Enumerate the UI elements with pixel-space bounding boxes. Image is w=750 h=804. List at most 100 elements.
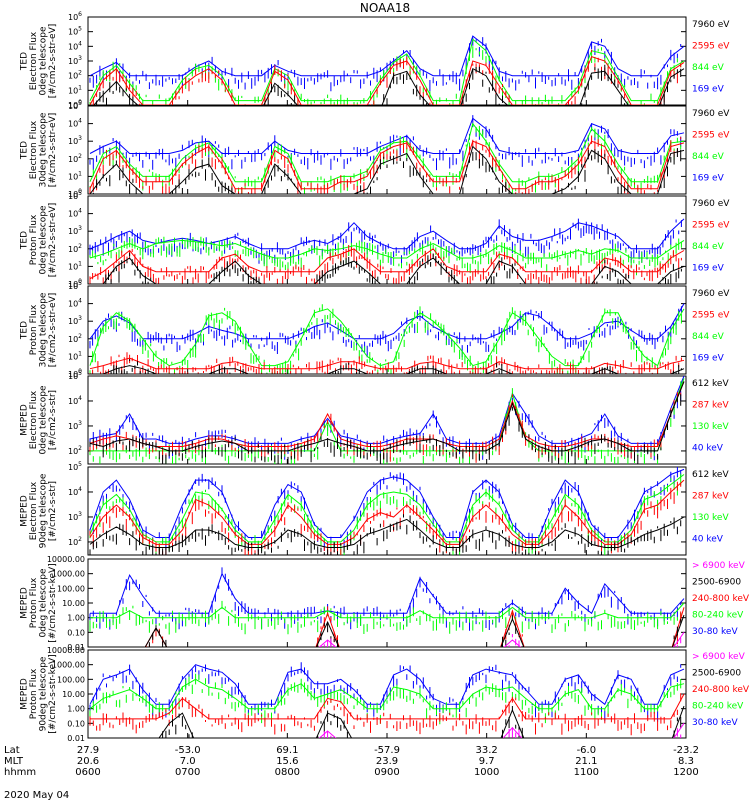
y-tick-label: 102 — [68, 70, 82, 81]
x-row-value: 0800 — [275, 767, 300, 778]
y-tick-label: 102 — [68, 445, 82, 456]
y-tick-label: 103 — [68, 315, 82, 326]
y-tick-exponent: 5 — [78, 370, 82, 377]
legend-entry: 40 keV — [692, 444, 724, 454]
y-tick-label: 105 — [68, 461, 82, 472]
y-tick-label: 103 — [68, 420, 82, 431]
x-row-value: 1200 — [673, 767, 698, 778]
y-tick-label: 103 — [68, 225, 82, 236]
series-texture — [96, 64, 682, 105]
legend-entry: 612 keV — [692, 470, 729, 480]
legend-entry: 844 eV — [692, 242, 725, 252]
y-tick-exponent: 4 — [78, 40, 82, 47]
legend-entry: 40 keV — [692, 535, 724, 545]
y-axis-label-line: MEPED — [20, 678, 30, 710]
series-line — [89, 308, 685, 367]
y-tick-label: 100.00 — [57, 584, 85, 593]
y-axis-label-line: MEPED — [20, 404, 30, 436]
y-axis-label-line: 0deg telescope — [39, 26, 49, 96]
y-tick-exponent: 2 — [78, 153, 82, 160]
legend-entry: 80-240 keV — [692, 611, 744, 621]
y-tick-label: 101 — [68, 350, 82, 361]
legend-entry: 130 keV — [692, 422, 729, 432]
legend-entry: > 6900 keV — [692, 561, 746, 571]
panel-8: 0.010.101.0010.00100.001000.0010000.00ME… — [20, 646, 750, 743]
y-axis-label: MEPEDElectron Flux90deg telescope[#/cm2-… — [20, 473, 59, 548]
y-axis-label-line: 90deg telescope — [39, 656, 49, 731]
y-axis-label-line: Electron Flux — [29, 390, 39, 449]
y-axis-label-line: TED — [20, 321, 30, 340]
y-tick-exponent: 3 — [78, 135, 82, 142]
y-tick-exponent: 4 — [78, 298, 82, 305]
y-tick-exponent: 3 — [78, 225, 82, 232]
y-tick-exponent: 2 — [78, 70, 82, 77]
y-axis-label: TEDProton Flux0deg telescope[#/cm2-s-str… — [20, 203, 59, 278]
y-tick-exponent: 2 — [78, 243, 82, 250]
legend-entry: 2595 eV — [692, 42, 730, 52]
x-row-value: -53.0 — [175, 745, 201, 756]
y-tick-label: 104 — [68, 486, 82, 497]
y-axis-label: TEDProton Flux30deg telescope[#/cm2-s-st… — [20, 292, 59, 367]
y-tick-label: 100 — [68, 188, 82, 199]
y-tick-label: 0.01 — [67, 643, 85, 652]
series-texture — [105, 252, 682, 284]
x-row-value: -23.2 — [673, 745, 699, 756]
legend-entry: 844 eV — [692, 332, 725, 342]
y-tick-exponent: 5 — [78, 280, 82, 287]
x-row-value: 7.0 — [180, 756, 196, 767]
legend-entry: 169 eV — [692, 174, 725, 184]
panel-5: 102 103 104 105 MEPEDElectron Flux0deg teles… — [20, 370, 729, 465]
y-tick-exponent: 3 — [78, 420, 82, 427]
y-axis-label-line: Electron Flux — [29, 31, 39, 90]
y-tick-exponent: 4 — [78, 208, 82, 215]
y-tick-label: 105 — [68, 26, 82, 37]
legend-entry: 240-800 keV — [692, 685, 750, 695]
y-axis-label-line: [#/cm2-s-str-eV] — [48, 24, 58, 99]
y-axis-label: TEDElectron Flux0deg telescope[#/cm2-s-s… — [20, 24, 59, 99]
y-tick-label: 103 — [68, 135, 82, 146]
y-tick-label: 1.00 — [67, 614, 85, 623]
y-tick-label: 10.00 — [62, 690, 85, 699]
series-group — [89, 303, 685, 374]
y-tick-label: 105 — [68, 280, 82, 291]
y-tick-label: 102 — [68, 243, 82, 254]
series-group — [89, 218, 685, 284]
series-line — [89, 303, 685, 340]
y-tick-exponent: 3 — [78, 511, 82, 518]
legend-entry: 2595 eV — [692, 131, 730, 141]
y-tick-exponent: 3 — [78, 55, 82, 62]
y-axis-label-line: [#/cm2-s-str-eV] — [48, 113, 58, 188]
y-tick-label: 103 — [68, 55, 82, 66]
y-axis-label-line: MEPED — [20, 495, 30, 527]
y-tick-label: 105 — [68, 370, 82, 381]
legend-entry: 30-80 keV — [692, 627, 738, 637]
y-axis-label-line: 0deg telescope — [39, 205, 49, 275]
x-row-value: 1000 — [474, 767, 499, 778]
legend-entry: 7960 eV — [692, 199, 730, 209]
legend-entry: 130 keV — [692, 513, 729, 523]
series-texture — [89, 135, 682, 194]
series-texture — [162, 706, 682, 738]
legend-entry: 844 eV — [692, 63, 725, 73]
y-tick-label: 105 — [68, 190, 82, 201]
y-tick-exponent: 1 — [78, 260, 82, 267]
x-row-value: -6.0 — [577, 745, 597, 756]
y-tick-exponent: 5 — [78, 26, 82, 33]
x-row-label: MLT — [4, 756, 24, 767]
y-axis-label-line: [#/cm2-s-str] — [48, 390, 58, 450]
y-axis-label-line: TED — [20, 52, 30, 71]
y-tick-label: 102 — [68, 333, 82, 344]
legend-entry: 240-800 keV — [692, 594, 750, 604]
legend-entry: 169 eV — [692, 354, 725, 364]
series-texture — [89, 514, 682, 555]
y-tick-label: 100 — [68, 278, 82, 289]
series-texture — [148, 615, 682, 647]
y-tick-label: 102 — [68, 536, 82, 547]
y-tick-exponent: 1 — [78, 84, 82, 91]
y-tick-exponent: 2 — [78, 333, 82, 340]
y-tick-label: 104 — [68, 118, 82, 129]
